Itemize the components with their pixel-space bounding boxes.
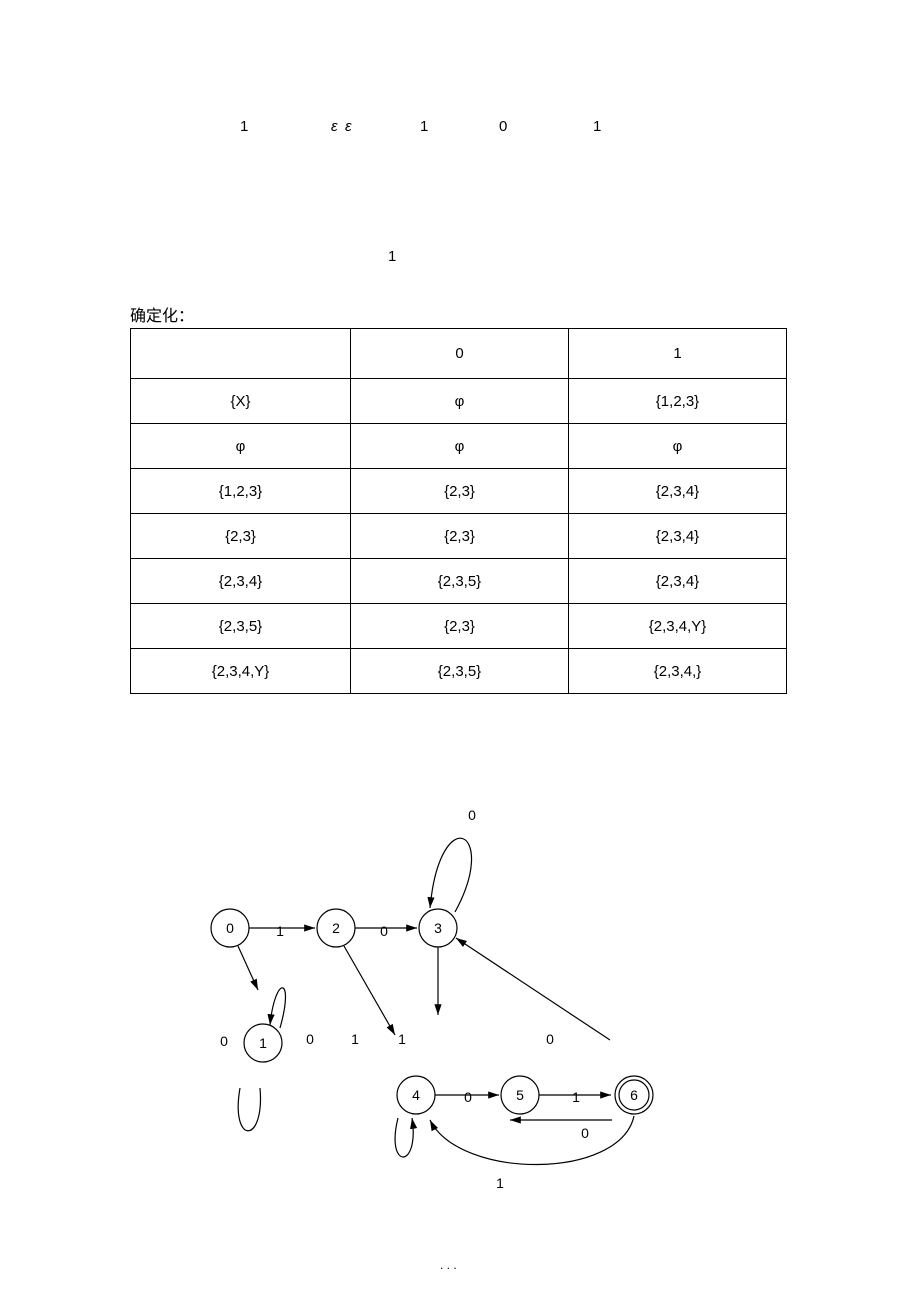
cell: {2,3,4,Y} xyxy=(131,649,351,694)
cell: {2,3,5} xyxy=(351,649,569,694)
edge-1-self xyxy=(238,1088,260,1131)
edge-label-up-3: 0 xyxy=(546,1031,554,1047)
table-row: {2,3} {2,3} {2,3,4} xyxy=(131,514,787,559)
single-1-label: 1 xyxy=(388,248,396,265)
node-0: 0 xyxy=(211,909,249,947)
svg-text:3: 3 xyxy=(434,920,442,936)
edge-label-0-2: 1 xyxy=(276,923,284,939)
edge-0-1 xyxy=(238,946,258,990)
node-3: 3 xyxy=(419,909,457,947)
table-row: {2,3,4,Y} {2,3,5} {2,3,4,} xyxy=(131,649,787,694)
top-sym-5: 1 xyxy=(593,118,601,135)
node-4: 4 xyxy=(397,1076,435,1114)
edge-2-down xyxy=(344,946,395,1035)
edge-label-6-long: 1 xyxy=(496,1175,504,1191)
node-2: 2 xyxy=(317,909,355,947)
edge-label-3-down: 1 xyxy=(398,1031,406,1047)
edge-label-6-short: 0 xyxy=(581,1125,589,1141)
cell: {2,3,5} xyxy=(131,604,351,649)
svg-text:4: 4 xyxy=(412,1087,420,1103)
cell: {2,3} xyxy=(351,604,569,649)
top-sym-4: 0 xyxy=(499,118,507,135)
node-1: 1 xyxy=(244,1024,282,1062)
automaton-diagram: 0 1 0 0 1 1 0 0 1 0 1 xyxy=(180,740,740,1200)
cell: {2,3,4} xyxy=(569,469,787,514)
edge-6-back-long xyxy=(430,1116,634,1165)
cell: {1,2,3} xyxy=(569,379,787,424)
cell: {2,3} xyxy=(131,514,351,559)
cell: {2,3,4,Y} xyxy=(569,604,787,649)
node-5: 5 xyxy=(501,1076,539,1114)
cell: {2,3,4} xyxy=(569,559,787,604)
cell: φ xyxy=(351,379,569,424)
edge-1-up xyxy=(270,988,285,1028)
table-header-row: 0 1 xyxy=(131,329,787,379)
section-label: 确定化： xyxy=(130,302,194,326)
edge-up-3 xyxy=(456,938,610,1040)
table-row: {2,3,4} {2,3,5} {2,3,4} xyxy=(131,559,787,604)
node-6-accepting: 6 xyxy=(615,1076,653,1114)
th-0 xyxy=(131,329,351,379)
svg-text:2: 2 xyxy=(332,920,340,936)
edge-label-3-3: 0 xyxy=(468,807,476,823)
th-2: 1 xyxy=(569,329,787,379)
cell: {2,3} xyxy=(351,514,569,559)
edge-label-2-3: 0 xyxy=(380,923,388,939)
edge-label-2-down: 1 xyxy=(351,1031,359,1047)
edge-4-self xyxy=(395,1118,413,1157)
table-row: φ φ φ xyxy=(131,424,787,469)
page-container: 1 ε ε 1 0 1 1 确定化： 0 1 {X} φ {1,2,3} φ φ… xyxy=(0,0,920,1302)
top-sym-0: 1 xyxy=(240,118,248,135)
top-sym-3: 1 xyxy=(420,118,428,135)
top-sym-2: ε xyxy=(345,118,352,135)
edge-label-4-5: 0 xyxy=(464,1089,472,1105)
cell: {2,3,4} xyxy=(569,514,787,559)
extra-label-0: 0 xyxy=(220,1033,228,1049)
svg-text:1: 1 xyxy=(259,1035,267,1051)
table-row: {1,2,3} {2,3} {2,3,4} xyxy=(131,469,787,514)
table-row: {2,3,5} {2,3} {2,3,4,Y} xyxy=(131,604,787,649)
cell: {1,2,3} xyxy=(131,469,351,514)
edge-label-1-up: 0 xyxy=(306,1031,314,1047)
cell: {2,3,4,} xyxy=(569,649,787,694)
top-symbol-row: 1 ε ε 1 0 1 xyxy=(0,118,920,148)
edge-3-3 xyxy=(430,838,472,912)
cell: {X} xyxy=(131,379,351,424)
svg-text:5: 5 xyxy=(516,1087,524,1103)
cell: {2,3} xyxy=(351,469,569,514)
svg-text:0: 0 xyxy=(226,920,234,936)
determinization-table: 0 1 {X} φ {1,2,3} φ φ φ {1,2,3} {2,3} {2… xyxy=(130,328,787,694)
edge-label-5-6: 1 xyxy=(572,1089,580,1105)
cell: φ xyxy=(351,424,569,469)
cell: φ xyxy=(569,424,787,469)
table-row: {X} φ {1,2,3} xyxy=(131,379,787,424)
footer-dots: . . . xyxy=(440,1258,457,1272)
cell: φ xyxy=(131,424,351,469)
th-1: 0 xyxy=(351,329,569,379)
svg-text:6: 6 xyxy=(630,1087,638,1103)
top-sym-1: ε xyxy=(331,118,338,135)
cell: {2,3,4} xyxy=(131,559,351,604)
cell: {2,3,5} xyxy=(351,559,569,604)
